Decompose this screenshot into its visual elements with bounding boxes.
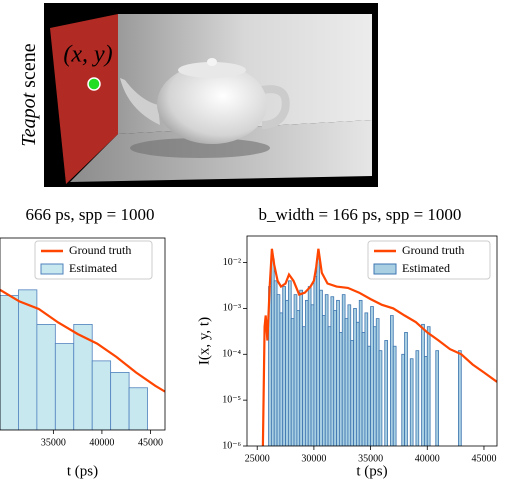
histogram-bar [313,275,318,446]
histogram-bar [367,345,371,446]
histogram-bar [426,326,431,446]
x-tick-label: 40000 [89,437,114,448]
plot-area [261,248,497,446]
histogram-bar [421,323,425,446]
legend-label: Ground truth [69,243,131,257]
histogram-bar [310,304,315,446]
histogram-bar [36,323,56,430]
histogram-bar [378,350,383,446]
histogram-bar [333,310,337,446]
histogram-bar [54,343,75,430]
histogram-bar [435,350,440,446]
y-tick-label: 10⁻⁵ [222,394,241,405]
histogram-bar [18,289,38,430]
y-tick-label: 10⁻⁴ [222,349,241,360]
histogram-bar [392,345,397,446]
histogram-bar [307,286,312,446]
x-tick-label: 35000 [358,453,383,464]
plot-frame [0,237,166,431]
histogram-bar [375,318,380,446]
x-tick-label: 25000 [245,453,270,464]
histogram-bar [285,299,289,446]
legend-box [34,240,153,280]
histogram-bar [330,296,335,446]
ground-truth-line [0,288,165,393]
histogram-bar [304,299,309,446]
histogram-bar [347,304,352,446]
histogram-bar [110,371,130,430]
histogram-bar [327,326,332,446]
legend-label: Estimated [402,261,450,275]
histogram-bar [273,280,278,446]
histogram-bar [302,326,306,446]
histogram-bar [91,360,112,430]
histogram-bar [424,355,428,446]
legend-box [367,240,491,280]
x-tick-label: 40000 [415,453,440,464]
histogram-bar [321,315,326,446]
x-axis-label: t (ps) [356,463,387,479]
point-label: (x, y) [63,42,112,68]
scene-label: Teapot scene [18,43,40,146]
histogram-bar [282,286,286,446]
histogram-bar [358,299,363,446]
histogram-bar [415,350,420,446]
chart-title: b_width = 166 ps, spp = 1000 [259,205,462,224]
histogram-bar [390,315,394,446]
histogram-bar [287,280,292,446]
histogram-bar [319,289,323,446]
histogram-bar [341,294,346,446]
histogram-bar [373,326,377,446]
y-tick-label: 10⁻³ [223,303,241,314]
scene-word: scene [18,43,40,88]
y-axis-label: I(x, y, t) [196,317,212,365]
histogram-bar [353,308,357,446]
histogram-bar [0,295,19,430]
histogram-bar [409,358,414,446]
histogram-bar [339,332,343,446]
histogram-bar [299,289,303,446]
histogram-bar [344,318,349,446]
histogram-bar [324,294,329,446]
histogram-bar [336,299,340,446]
histogram-bar [356,321,360,446]
chart-title: 666 ps, spp = 1000 [25,205,154,224]
histogram-bar [270,258,275,446]
histogram-bar [316,258,320,446]
histogram-bar [384,340,388,446]
histogram-bar [364,312,369,446]
x-axis-label: t (ps) [67,463,98,479]
histogram-bar [279,312,284,446]
histogram-bar [296,310,301,446]
x-tick-label: 45000 [471,453,496,464]
plot-area [0,288,165,430]
histogram-bar [404,332,408,446]
x-tick-label: 30000 [301,453,326,464]
plot-frame [246,235,498,447]
histogram-bar [293,294,298,446]
histogram-bar [401,353,405,446]
y-tick-label: 10⁻⁶ [222,440,241,451]
ground-truth-line [261,248,497,446]
histogram-bar [361,332,366,446]
histogram-bar [370,306,374,446]
histogram-bar [350,340,354,446]
histogram-bar [290,318,295,446]
legend-swatch [373,263,397,275]
legend-label: Estimated [69,261,117,275]
histogram-bar [276,294,281,446]
x-tick-label: 45000 [138,437,163,448]
y-tick-label: 10⁻² [223,257,241,268]
x-tick-label: 35000 [41,437,66,448]
scene-image: (x, y) Teapot scene [18,3,378,187]
scene-name: Teapot [18,92,40,146]
histogram-bar [128,387,148,430]
legend-label: Ground truth [402,243,464,257]
histogram-bar [458,350,462,446]
legend-swatch [40,263,64,275]
